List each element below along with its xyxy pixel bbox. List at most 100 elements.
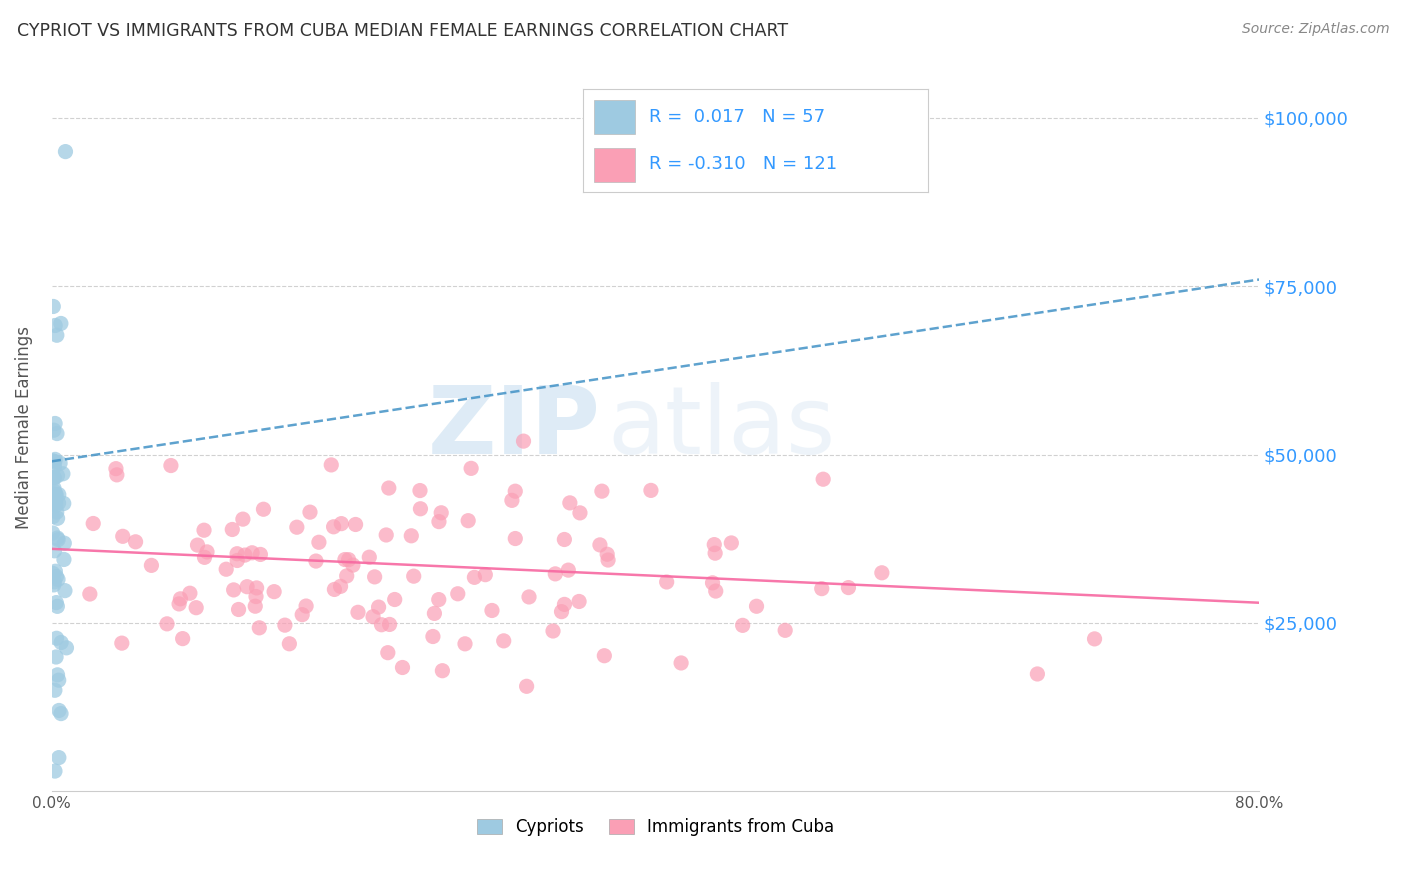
Point — [568, 594, 591, 608]
Point — [423, 607, 446, 621]
Point — [427, 592, 450, 607]
Point — [228, 602, 250, 616]
Point — [557, 563, 579, 577]
Point — [179, 586, 201, 600]
Point — [104, 461, 127, 475]
Point — [295, 599, 318, 613]
Point — [460, 461, 482, 475]
Point — [45, 488, 67, 502]
Point — [221, 523, 243, 537]
Point — [655, 574, 678, 589]
Point — [298, 505, 321, 519]
Point — [232, 512, 254, 526]
Point — [541, 624, 564, 638]
Point — [720, 536, 742, 550]
Point — [384, 592, 406, 607]
Point — [45, 569, 67, 583]
Point — [378, 617, 401, 632]
Point — [52, 467, 75, 481]
Point — [160, 458, 183, 473]
Point — [359, 550, 381, 565]
Point — [186, 538, 208, 552]
Point — [553, 533, 575, 547]
Point — [375, 528, 398, 542]
Point — [596, 547, 619, 561]
Point — [745, 599, 768, 614]
Point — [46, 426, 69, 441]
Point — [703, 538, 725, 552]
Point — [589, 538, 612, 552]
Point — [48, 488, 70, 502]
Point — [55, 145, 77, 159]
Text: R = -0.310   N = 121: R = -0.310 N = 121 — [650, 154, 837, 172]
Point — [409, 501, 432, 516]
Point — [49, 635, 72, 649]
Point — [503, 484, 526, 499]
Point — [49, 456, 72, 470]
Point — [516, 679, 538, 693]
Point — [285, 520, 308, 534]
Point — [49, 317, 72, 331]
Point — [193, 550, 215, 565]
Point — [640, 483, 662, 498]
Point — [167, 597, 190, 611]
Point — [568, 506, 591, 520]
Point — [46, 573, 69, 587]
Point — [44, 764, 66, 778]
Point — [45, 650, 67, 665]
Point — [240, 546, 263, 560]
Y-axis label: Median Female Earnings: Median Female Earnings — [15, 326, 32, 529]
Point — [42, 509, 65, 524]
Point — [1083, 632, 1105, 646]
Point — [45, 328, 67, 343]
Point — [186, 600, 208, 615]
Point — [44, 470, 66, 484]
Point — [44, 417, 66, 431]
Point — [391, 660, 413, 674]
Point — [347, 605, 370, 619]
Point — [553, 598, 575, 612]
Point — [46, 668, 69, 682]
Point — [193, 523, 215, 537]
Point — [322, 520, 344, 534]
FancyBboxPatch shape — [593, 148, 636, 181]
Point — [236, 580, 259, 594]
Point — [226, 547, 249, 561]
Point — [53, 583, 76, 598]
Point — [454, 637, 477, 651]
Point — [321, 458, 343, 472]
Point — [837, 581, 859, 595]
Point — [44, 574, 66, 589]
Point — [44, 543, 66, 558]
Point — [111, 529, 134, 543]
Point — [46, 468, 69, 483]
Point — [704, 584, 727, 599]
Point — [291, 607, 314, 622]
Point — [305, 554, 328, 568]
Point — [55, 640, 77, 655]
Point — [42, 566, 65, 581]
Point — [669, 656, 692, 670]
Point — [42, 578, 65, 592]
Point — [53, 536, 76, 550]
Point — [48, 703, 70, 717]
Point — [432, 664, 454, 678]
Point — [731, 618, 754, 632]
Point — [422, 630, 444, 644]
Point — [344, 517, 367, 532]
Point — [463, 570, 485, 584]
Point — [124, 534, 146, 549]
Point — [342, 558, 364, 573]
Point — [44, 452, 66, 467]
Point — [361, 609, 384, 624]
Point — [52, 552, 75, 566]
Point — [172, 632, 194, 646]
Point — [44, 484, 66, 499]
Point — [42, 423, 65, 437]
Point — [517, 590, 540, 604]
Point — [481, 603, 503, 617]
Point — [42, 481, 65, 495]
Point — [44, 471, 66, 485]
FancyBboxPatch shape — [593, 101, 636, 135]
Text: R =  0.017   N = 57: R = 0.017 N = 57 — [650, 109, 825, 127]
